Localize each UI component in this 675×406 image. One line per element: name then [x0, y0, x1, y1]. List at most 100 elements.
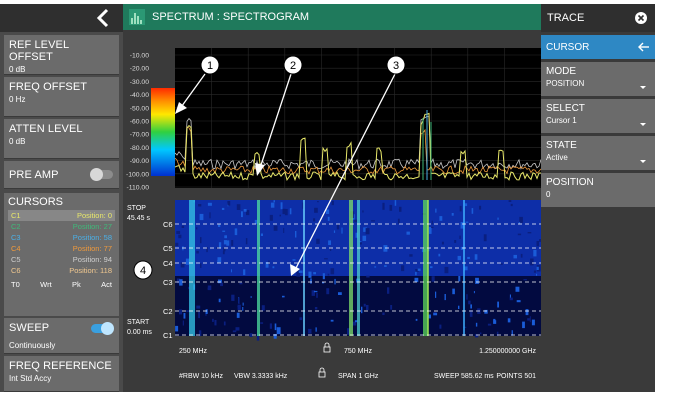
cursor-row-name: C4 [11, 244, 21, 253]
spectrogram-cursor-label[interactable]: C1 [163, 331, 173, 340]
cursor-row[interactable]: C4 Position: 77 [8, 243, 115, 254]
spectrogram-noise [365, 228, 370, 235]
vbw-setting[interactable]: VBW 3.3333 kHz [234, 373, 288, 380]
pre-amp-button[interactable]: PRE AMP [4, 161, 119, 189]
cursor-row-position: Position: 27 [72, 222, 112, 231]
freq-offset-button[interactable]: FREQ OFFSET 0 Hz [4, 77, 119, 117]
close-icon[interactable] [635, 12, 647, 24]
spectrogram-noise [384, 265, 387, 267]
spectrogram-noise [469, 310, 473, 317]
points-setting[interactable]: POINTS 501 [496, 373, 536, 380]
spectrogram-noise [243, 269, 246, 276]
cursor-row[interactable]: C1 Position: 0 [8, 210, 115, 221]
spectrogram-noise [475, 277, 479, 284]
spectrogram-noise [467, 256, 470, 259]
y-tick-label: -50.00 [130, 105, 149, 112]
spectrogram-plot[interactable] [175, 200, 541, 341]
cursor-submenu-header[interactable]: CURSOR [541, 35, 655, 59]
sweep-button[interactable]: SWEEP Continuously [4, 318, 119, 354]
atten-level-value: 0 dB [9, 137, 26, 146]
spectrum-y-axis: -10.00 -20.00 -30.00 -40.00 -50.00 -60.00 -70.… [126, 53, 149, 192]
sweep-setting[interactable]: SWEEP [434, 373, 460, 380]
spectrogram-noise [313, 290, 318, 293]
ref-level-offset-label: REF LEVEL OFFSET [9, 39, 69, 63]
y-tick-label: -60.00 [130, 119, 149, 126]
cursor-row[interactable]: C2 Position: 27 [8, 221, 115, 232]
position-field[interactable]: POSITION 0 [541, 173, 655, 207]
cursor-row[interactable]: C5 Position: 94 [8, 254, 115, 265]
pre-amp-toggle[interactable] [90, 168, 113, 181]
ref-level-offset-button[interactable]: REF LEVEL OFFSET 0 dB [4, 35, 119, 75]
spectrogram-noise [517, 233, 522, 236]
mode-value: POSITION [546, 79, 585, 88]
select-label: SELECT [546, 103, 585, 114]
spectrogram-noise [496, 331, 499, 337]
spectrogram-noise [520, 253, 523, 258]
spectrogram-noise [341, 227, 343, 234]
state-label: STATE [546, 140, 577, 151]
span-setting[interactable]: SPAN 1 GHz [338, 373, 379, 380]
spectrogram-cursor-label[interactable]: C3 [163, 278, 173, 287]
cursor-row[interactable]: C6 Position: 118 [8, 265, 115, 276]
cursor-col-wrt[interactable]: Wrt [40, 280, 52, 289]
spectrogram-noise [374, 266, 377, 268]
spectrogram-noise [221, 207, 225, 210]
spectrogram-noise [198, 311, 200, 319]
right-menu: TRACE CURSOR MODE POSITION SELECT Cursor… [541, 4, 655, 392]
spectrogram-noise [283, 227, 285, 233]
cursor-row[interactable]: C3 Position: 58 [8, 232, 115, 243]
trace-menu-title: TRACE [547, 12, 585, 24]
spectrogram-cursor-label[interactable]: C2 [163, 307, 173, 316]
spectrogram-noise [366, 275, 370, 278]
spectrogram-noise [510, 203, 513, 207]
cursor-row-position: Position: 77 [72, 244, 112, 253]
spectrogram-noise [175, 325, 179, 332]
spectrogram-noise [227, 201, 231, 206]
spectrogram-noise [431, 226, 434, 228]
spectrogram-noise [533, 249, 537, 257]
spectrogram-noise [295, 231, 297, 238]
title-bar: SPECTRUM : SPECTROGRAM [123, 4, 541, 30]
spectrum-grid [175, 48, 541, 188]
sweep-toggle[interactable] [91, 322, 114, 335]
spectrogram-noise [533, 270, 536, 273]
state-dropdown[interactable]: STATE Active [541, 136, 655, 170]
position-label: POSITION [546, 177, 594, 188]
spectrogram-cursor-label[interactable]: C5 [163, 244, 173, 253]
y-tick-label: -100.00 [126, 171, 149, 178]
atten-level-button[interactable]: ATTEN LEVEL 0 dB [4, 119, 119, 159]
spectrogram-noise [465, 221, 469, 223]
select-dropdown[interactable]: SELECT Cursor 1 [541, 99, 655, 133]
spectrogram-noise [224, 235, 227, 239]
cursor-col-pk[interactable]: Pk [72, 280, 81, 289]
y-tick-label: -110.00 [126, 185, 149, 192]
spectrogram-noise [243, 209, 247, 212]
rbw-setting[interactable]: #RBW 10 kHz [179, 373, 223, 380]
spectrogram-noise [178, 234, 182, 239]
freq-offset-value: 0 Hz [9, 95, 26, 104]
spectrogram-noise [265, 262, 269, 268]
spectrogram-noise [452, 288, 455, 295]
spectrogram-signal-band [257, 200, 260, 336]
spectrogram-noise [464, 203, 468, 207]
spectrogram-noise [298, 270, 303, 273]
spectrogram-noise [458, 276, 461, 282]
spectrogram-noise [218, 242, 222, 249]
spectrogram-noise [433, 311, 437, 314]
trace-menu-header: TRACE [541, 4, 655, 32]
arrow-left-icon[interactable] [638, 42, 649, 52]
spectrogram-noise [205, 312, 207, 316]
cursor-col-t0[interactable]: T0 [11, 280, 20, 289]
spectrogram-cursor-label[interactable]: C4 [163, 259, 173, 268]
cursor-col-act[interactable]: Act [101, 280, 112, 289]
spectrogram-noise [222, 230, 226, 232]
spectrogram-cursor-label[interactable]: C6 [163, 220, 173, 229]
spectrogram-noise [394, 200, 397, 206]
spectrogram-noise [355, 232, 359, 238]
spectrogram-noise [181, 225, 185, 228]
freq-reference-button[interactable]: FREQ REFERENCE Int Std Accy [4, 356, 119, 392]
mode-dropdown[interactable]: MODE POSITION [541, 62, 655, 96]
spectrogram-noise [237, 306, 239, 308]
spectrogram-noise [509, 294, 511, 299]
back-button[interactable] [0, 4, 123, 32]
